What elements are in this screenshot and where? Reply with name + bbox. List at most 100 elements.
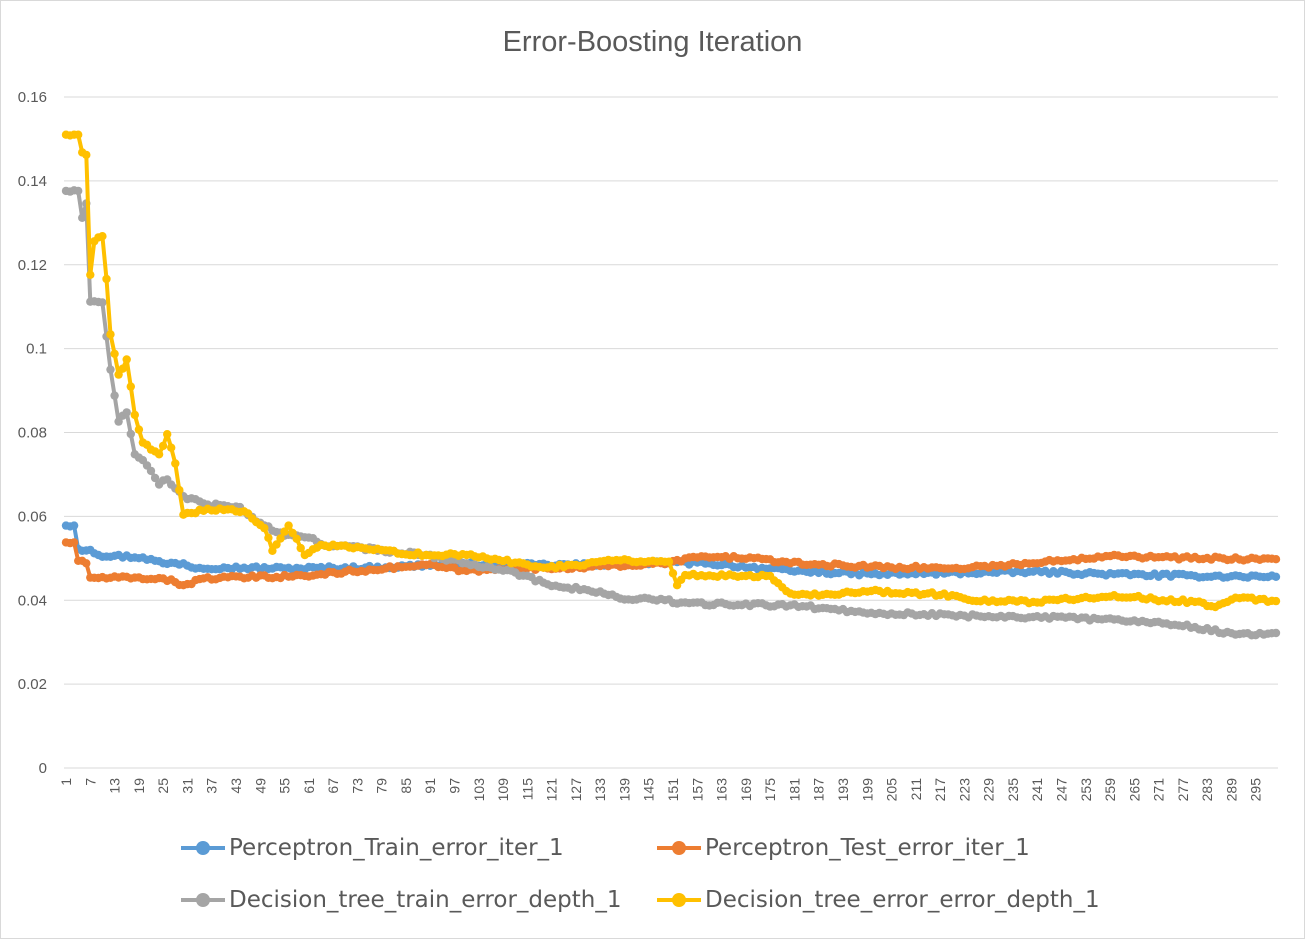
data-point — [260, 523, 269, 533]
y-tick-label: 0 — [39, 760, 47, 777]
x-tick-label: 97 — [447, 778, 463, 794]
data-point — [175, 485, 184, 495]
y-tick-label: 0.12 — [18, 257, 47, 274]
data-point — [126, 429, 135, 439]
data-point — [134, 425, 144, 434]
data-point — [150, 473, 160, 483]
x-tick-label: 271 — [1151, 778, 1167, 802]
y-tick-label: 0.02 — [18, 676, 47, 693]
x-tick-label: 289 — [1223, 778, 1239, 802]
legend-item-perceptron-train: Perceptron_Train_error_iter_1 — [181, 828, 564, 868]
x-tick-label: 73 — [349, 778, 365, 794]
data-point — [664, 557, 674, 566]
x-tick-label: 211 — [908, 778, 924, 801]
x-tick-label: 253 — [1078, 778, 1094, 802]
data-point — [146, 466, 156, 476]
legend-marker-perceptron-test — [657, 833, 701, 863]
x-tick-label: 49 — [252, 778, 268, 794]
data-point — [284, 521, 293, 530]
x-tick-label: 247 — [1054, 778, 1070, 802]
data-point — [110, 349, 119, 358]
x-tick-label: 241 — [1029, 778, 1045, 802]
x-tick-label: 175 — [762, 778, 778, 802]
data-point — [106, 330, 115, 339]
legend-marker-decision-tree-test — [657, 885, 701, 915]
legend-label-perceptron-test: Perceptron_Test_error_iter_1 — [705, 835, 1030, 861]
y-tick-label: 0.14 — [18, 173, 47, 190]
x-tick-label: 223 — [956, 778, 972, 802]
legend-marker-decision-tree-train — [181, 885, 225, 915]
data-point — [268, 546, 277, 555]
x-tick-label: 193 — [835, 778, 851, 802]
data-point — [1271, 628, 1281, 638]
x-tick-label: 157 — [689, 778, 705, 802]
series-4 — [61, 130, 1281, 612]
legend-label-decision-tree-test: Decision_tree_error_error_depth_1 — [705, 887, 1100, 913]
x-tick-label: 25 — [155, 778, 171, 794]
data-point — [272, 540, 281, 549]
x-tick-label: 181 — [786, 778, 802, 802]
x-tick-label: 121 — [544, 778, 560, 802]
x-tick-label: 31 — [179, 778, 195, 794]
x-tick-label: 7 — [82, 778, 98, 786]
data-point — [1271, 572, 1281, 581]
x-tick-label: 1 — [58, 778, 74, 786]
data-point — [82, 150, 91, 160]
legend-item-decision-tree-train: Decision_tree_train_error_depth_1 — [181, 880, 621, 920]
data-point — [98, 232, 107, 241]
data-point — [69, 521, 79, 530]
data-point — [264, 533, 273, 542]
x-tick-label: 37 — [204, 778, 220, 794]
legend-label-perceptron-train: Perceptron_Train_error_iter_1 — [229, 835, 564, 861]
data-point — [158, 441, 168, 451]
chart-title: Error-Boosting Iteration — [502, 26, 803, 58]
data-point — [82, 559, 91, 568]
data-point — [154, 450, 164, 459]
x-tick-label: 61 — [301, 778, 317, 794]
y-tick-label: 0.04 — [18, 592, 47, 609]
legend-item-perceptron-test: Perceptron_Test_error_iter_1 — [657, 828, 1030, 868]
x-tick-label: 169 — [738, 778, 754, 802]
data-point — [126, 382, 135, 391]
x-tick-label: 67 — [325, 778, 341, 794]
x-tick-label: 205 — [884, 778, 900, 802]
data-point — [276, 534, 285, 543]
legend-item-decision-tree-test: Decision_tree_error_error_depth_1 — [657, 880, 1100, 920]
data-point — [69, 538, 79, 547]
data-point — [280, 527, 289, 536]
x-tick-label: 163 — [714, 778, 730, 802]
data-point — [98, 298, 107, 307]
x-tick-label: 85 — [398, 778, 414, 794]
x-tick-label: 235 — [1005, 778, 1021, 802]
y-tick-label: 0.1 — [26, 341, 47, 358]
x-tick-label: 283 — [1199, 778, 1215, 802]
x-tick-label: 133 — [592, 778, 608, 802]
data-point — [122, 355, 131, 364]
y-tick-label: 0.16 — [18, 89, 47, 106]
data-point — [106, 365, 115, 374]
x-tick-label: 13 — [107, 778, 123, 794]
x-tick-label: 19 — [131, 778, 147, 794]
x-tick-label: 295 — [1248, 778, 1264, 802]
x-tick-label: 277 — [1175, 778, 1191, 802]
data-point — [74, 186, 83, 196]
data-point — [102, 274, 111, 284]
data-point — [296, 543, 305, 553]
data-point — [86, 270, 95, 279]
data-point — [292, 534, 301, 543]
x-tick-label: 91 — [422, 778, 438, 794]
data-point — [1271, 555, 1281, 564]
data-point — [167, 443, 176, 452]
series-lines — [61, 130, 1281, 640]
data-point — [114, 370, 123, 379]
x-tick-label: 265 — [1126, 778, 1142, 802]
data-point — [78, 213, 87, 222]
x-tick-label: 55 — [277, 778, 293, 794]
data-point — [118, 364, 127, 373]
x-tick-label: 103 — [471, 778, 487, 802]
data-point — [110, 391, 119, 400]
x-tick-label: 187 — [811, 778, 827, 802]
gridlines — [64, 96, 1278, 769]
y-tick-label: 0.06 — [18, 508, 47, 525]
